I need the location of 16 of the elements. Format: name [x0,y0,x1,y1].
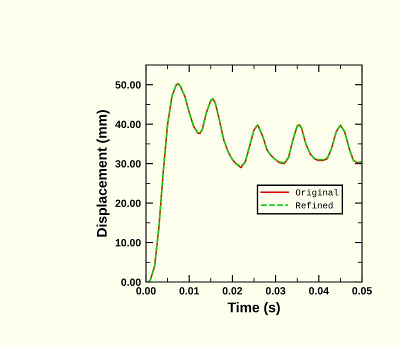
x-axis-title: Time (s) [228,302,280,316]
y-tick-label: 10.00 [116,239,141,246]
x-tick-label: 0.02 [222,287,242,295]
legend-label: Original [296,188,338,198]
x-tick-label: 0.05 [352,287,372,295]
legend-label: Refined [296,202,333,208]
x-tick-label: 0.04 [309,287,329,295]
y-tick-label: 30.00 [115,160,141,168]
x-tick-label: 0.03 [266,287,286,295]
y-axis-title: Displacement (mm) [96,110,110,237]
y-tick-label: 40.00 [115,120,141,128]
y-tick-label: 20.00 [115,200,141,207]
y-tick-label: 0.00 [121,278,141,286]
x-tick-label: 0.01 [179,287,200,295]
x-tick-label: 0.00 [136,287,156,295]
y-tick-label: 50.00 [115,81,141,89]
